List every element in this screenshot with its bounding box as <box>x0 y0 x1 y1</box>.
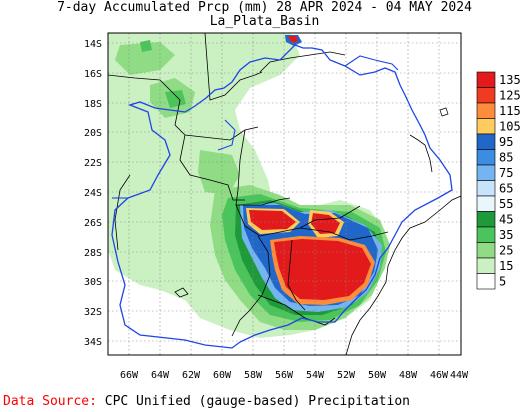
legend-swatch <box>476 242 496 259</box>
basin-outline <box>111 44 453 349</box>
latitude-ticks: 14S 16S 18S 20S 22S 24S 26S 28S 30S 32S … <box>84 39 102 348</box>
lon-tick-label: 52W <box>337 370 356 381</box>
legend-label: 95 <box>499 135 513 149</box>
legend-label: 15 <box>499 259 513 273</box>
lat-tick-label: 18S <box>84 99 102 110</box>
legend-swatch <box>476 149 496 166</box>
data-source-label: Data Source: <box>3 394 97 409</box>
lat-tick-label: 34S <box>84 337 102 348</box>
lon-tick-label: 50W <box>368 370 387 381</box>
lon-tick-label: 48W <box>399 370 418 381</box>
lon-tick-label: 46W <box>430 370 449 381</box>
lat-tick-label: 24S <box>84 188 102 199</box>
legend-swatch <box>476 102 496 119</box>
legend-swatch <box>476 118 496 135</box>
data-source-note: Data Source: CPC Unified (gauge-based) P… <box>3 394 410 409</box>
gridlines <box>108 33 461 355</box>
lat-tick-label: 16S <box>84 69 102 80</box>
lat-tick-label: 14S <box>84 39 102 50</box>
legend-swatch <box>476 226 496 243</box>
lat-tick-label: 26S <box>84 218 102 229</box>
lat-tick-label: 22S <box>84 158 102 169</box>
legend-label: 115 <box>499 104 521 118</box>
lon-tick-label: 54W <box>306 370 325 381</box>
legend-label: 45 <box>499 212 513 226</box>
longitude-ticks: 66W 64W 62W 60W 58W 56W 54W 52W 50W 48W … <box>120 370 469 381</box>
legend-label: 35 <box>499 228 513 242</box>
map-frame <box>107 32 462 356</box>
legend-label: 55 <box>499 197 513 211</box>
legend-swatch <box>476 211 496 228</box>
country-borders <box>107 32 433 337</box>
lon-tick-label: 56W <box>275 370 294 381</box>
legend-swatch <box>476 71 496 88</box>
legend-swatch <box>476 164 496 181</box>
legend-label: 105 <box>499 119 521 133</box>
lon-tick-label: 66W <box>120 370 139 381</box>
data-source-text: CPC Unified (gauge-based) Precipitation <box>104 394 410 409</box>
lon-tick-label: 58W <box>244 370 263 381</box>
legend-swatch <box>476 257 496 274</box>
legend-swatch <box>476 180 496 197</box>
precip-shading <box>108 33 390 338</box>
lon-tick-label: 44W <box>450 370 469 381</box>
legend-swatch <box>476 87 496 104</box>
lat-tick-label: 20S <box>84 128 102 139</box>
map-title: 7-day Accumulated Prcp (mm) 28 APR 2024 … <box>57 0 472 15</box>
legend-label: 75 <box>499 166 513 180</box>
legend-label: 135 <box>499 73 521 87</box>
legend-label: 85 <box>499 150 513 164</box>
legend-label: 125 <box>499 88 521 102</box>
legend-label: 25 <box>499 243 513 257</box>
lat-tick-label: 32S <box>84 307 102 318</box>
legend-label: 5 <box>499 274 506 288</box>
lon-tick-label: 60W <box>213 370 232 381</box>
legend-swatch <box>476 133 496 150</box>
map-subtitle: La_Plata_Basin <box>209 14 320 29</box>
coastline <box>345 195 462 356</box>
lat-tick-label: 30S <box>84 277 102 288</box>
lon-tick-label: 62W <box>182 370 201 381</box>
legend-swatch <box>476 273 496 290</box>
legend-label: 65 <box>499 181 513 195</box>
lon-tick-label: 64W <box>151 370 170 381</box>
legend-swatch <box>476 195 496 212</box>
lat-tick-label: 28S <box>84 248 102 259</box>
